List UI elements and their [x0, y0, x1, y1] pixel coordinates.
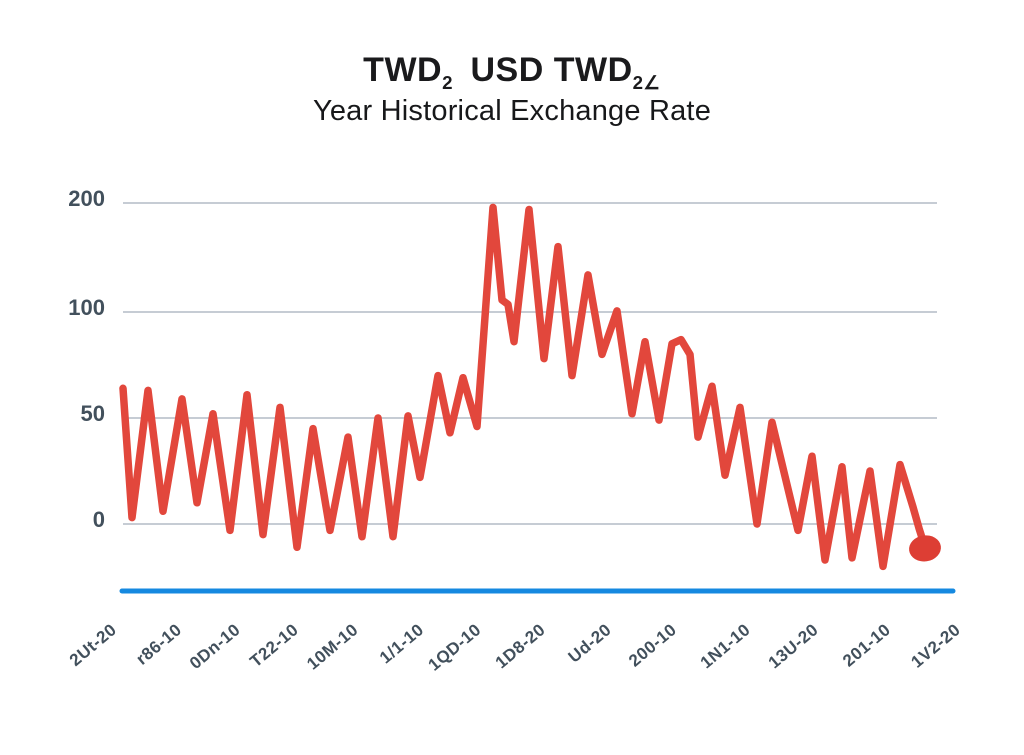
title-text: TWD: [363, 51, 443, 89]
rate-line: [119, 203, 929, 571]
title-text: USD TWD: [453, 51, 633, 89]
y-axis-label: 0: [92, 507, 105, 532]
y-axis-label: 100: [68, 295, 105, 320]
title-subscript: 2∠: [632, 71, 661, 93]
chart-title: TWD2 USD TWD2∠: [0, 51, 1024, 91]
y-axis-label: 200: [68, 186, 105, 211]
y-axis-label: 50: [80, 401, 105, 426]
chart-title-block: TWD2 USD TWD2∠ Year Historical Exchange …: [0, 51, 1024, 128]
title-subscript: 2: [442, 71, 453, 93]
end-marker-dot: [909, 535, 941, 562]
chart-subtitle: Year Historical Exchange Rate: [312, 95, 712, 128]
